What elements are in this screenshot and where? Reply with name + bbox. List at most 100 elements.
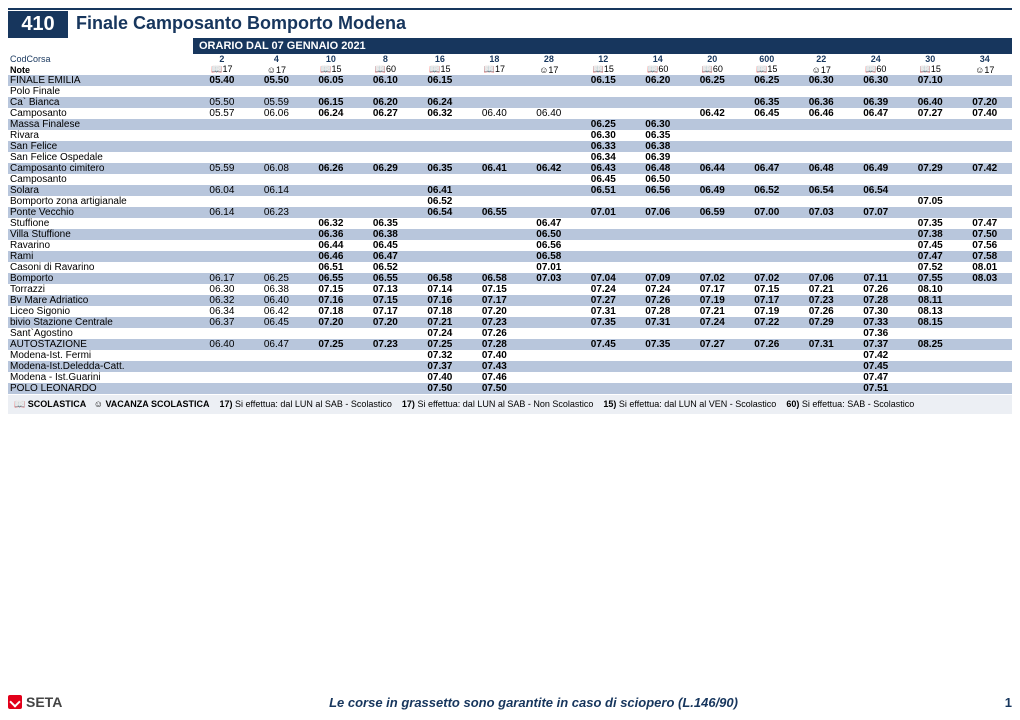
note-cell: ☺17 [794, 64, 848, 75]
footer: SETA Le corse in grassetto sono garantit… [8, 694, 1012, 710]
time-cell [522, 207, 576, 218]
time-cell [848, 86, 902, 97]
time-cell [304, 141, 358, 152]
time-cell: 07.38 [903, 229, 957, 240]
date-bar: ORARIO DAL 07 GENNAIO 2021 [8, 38, 1012, 54]
time-cell [413, 141, 467, 152]
time-cell [903, 350, 957, 361]
codcorsa-cell: 12 [576, 54, 630, 64]
time-cell: 06.37 [195, 317, 249, 328]
note-cell: 📖15 [740, 64, 794, 75]
time-cell: 06.45 [358, 240, 412, 251]
time-cell: 06.30 [848, 75, 902, 86]
time-cell [358, 372, 412, 383]
time-cell [685, 251, 739, 262]
logo-icon [8, 695, 22, 709]
time-cell [903, 361, 957, 372]
time-cell [576, 262, 630, 273]
time-cell [467, 97, 521, 108]
table-row: Modena-Ist. Fermi07.3207.4007.42 [8, 350, 1012, 361]
time-cell [576, 251, 630, 262]
stop-name: Camposanto [8, 108, 195, 119]
stop-name: San Felice [8, 141, 195, 152]
codcorsa-cell: 24 [848, 54, 902, 64]
time-cell: 06.36 [794, 97, 848, 108]
time-cell [522, 339, 576, 350]
time-cell [304, 119, 358, 130]
table-row: Ca` Bianca05.5005.5906.1506.2006.2406.35… [8, 97, 1012, 108]
time-cell: 07.30 [848, 306, 902, 317]
time-cell [794, 372, 848, 383]
time-cell [685, 262, 739, 273]
time-cell: 07.17 [685, 284, 739, 295]
stop-name: Camposanto cimitero [8, 163, 195, 174]
codcorsa-cell: 16 [413, 54, 467, 64]
time-cell [740, 372, 794, 383]
time-cell: 07.58 [957, 251, 1012, 262]
time-cell [848, 229, 902, 240]
time-cell: 07.23 [358, 339, 412, 350]
time-cell [631, 108, 685, 119]
time-cell: 07.26 [794, 306, 848, 317]
time-cell [195, 372, 249, 383]
time-cell [358, 328, 412, 339]
time-cell [467, 262, 521, 273]
time-cell [467, 229, 521, 240]
stop-name: POLO LEONARDO [8, 383, 195, 394]
time-cell: 08.25 [903, 339, 957, 350]
note-label: Note [8, 64, 195, 75]
time-cell [576, 350, 630, 361]
time-cell [740, 383, 794, 394]
time-cell [957, 339, 1012, 350]
time-cell: 06.42 [685, 108, 739, 119]
time-cell: 07.19 [685, 295, 739, 306]
time-cell [195, 218, 249, 229]
time-cell: 07.00 [740, 207, 794, 218]
time-cell: 07.24 [576, 284, 630, 295]
time-cell [467, 152, 521, 163]
time-cell [195, 240, 249, 251]
time-cell: 06.20 [631, 75, 685, 86]
time-cell [467, 196, 521, 207]
time-cell: 06.56 [522, 240, 576, 251]
time-cell: 07.36 [848, 328, 902, 339]
time-cell [794, 86, 848, 97]
time-cell: 06.24 [413, 97, 467, 108]
stop-name: Ravarino [8, 240, 195, 251]
time-cell [522, 328, 576, 339]
stop-name: San Felice Ospedale [8, 152, 195, 163]
time-cell: 06.32 [304, 218, 358, 229]
time-cell: 07.01 [576, 207, 630, 218]
time-cell [522, 174, 576, 185]
time-cell: 06.40 [903, 97, 957, 108]
table-row: Polo Finale [8, 86, 1012, 97]
time-cell [522, 141, 576, 152]
time-cell: 07.27 [903, 108, 957, 119]
time-cell: 06.40 [195, 339, 249, 350]
time-cell: 07.15 [740, 284, 794, 295]
time-cell [576, 218, 630, 229]
table-row: POLO LEONARDO07.5007.5007.51 [8, 383, 1012, 394]
time-cell: 07.26 [631, 295, 685, 306]
time-cell [631, 262, 685, 273]
time-cell: 07.47 [848, 372, 902, 383]
time-cell: 07.28 [467, 339, 521, 350]
time-cell [740, 196, 794, 207]
time-cell [195, 361, 249, 372]
logo: SETA [8, 694, 62, 710]
time-cell: 07.06 [794, 273, 848, 284]
time-cell: 07.20 [467, 306, 521, 317]
time-cell: 06.54 [413, 207, 467, 218]
time-cell [740, 361, 794, 372]
time-cell [685, 97, 739, 108]
time-cell: 06.48 [631, 163, 685, 174]
time-cell: 06.17 [195, 273, 249, 284]
table-row: Modena-Ist.Deledda-Catt.07.3707.4307.45 [8, 361, 1012, 372]
time-cell [685, 86, 739, 97]
time-cell [740, 130, 794, 141]
time-cell: 07.17 [467, 295, 521, 306]
time-cell [195, 383, 249, 394]
codcorsa-cell: 600 [740, 54, 794, 64]
table-row: AUTOSTAZIONE06.4006.4707.2507.2307.2507.… [8, 339, 1012, 350]
codcorsa-cell: 18 [467, 54, 521, 64]
